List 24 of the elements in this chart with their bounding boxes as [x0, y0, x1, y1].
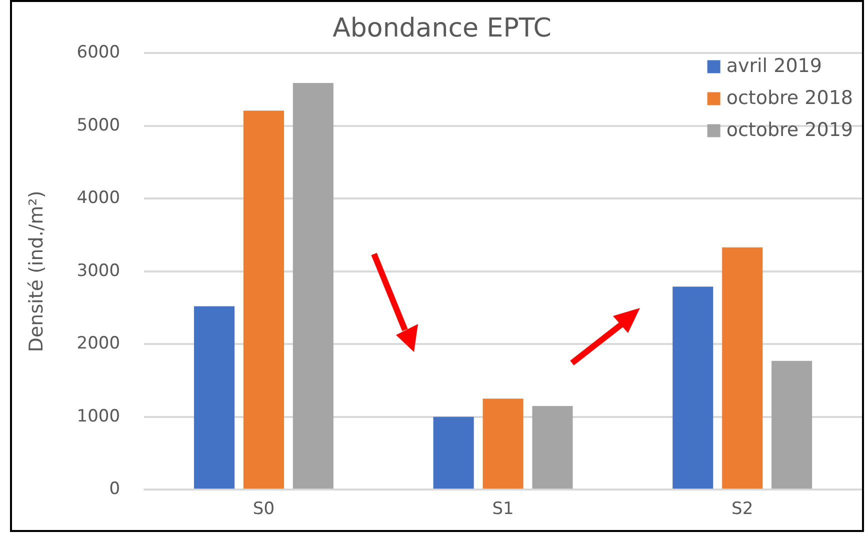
legend-label: avril 2019 — [726, 55, 822, 78]
bar — [772, 360, 812, 489]
x-tick-label: S2 — [732, 499, 754, 520]
y-tick-label: 4000 — [76, 188, 120, 208]
x-tick-label: S0 — [252, 499, 275, 520]
bar — [243, 110, 284, 489]
legend-label: octobre 2019 — [726, 119, 854, 142]
chart-title: Abondance EPTC — [332, 13, 552, 44]
bar — [532, 406, 573, 489]
bar — [672, 286, 714, 489]
y-axis-title: Densité (ind./m²) — [25, 190, 48, 352]
bar — [433, 416, 474, 489]
y-tick-label: 0 — [109, 479, 120, 500]
x-tick-label: S1 — [492, 499, 514, 520]
bar — [482, 398, 524, 489]
y-tick-label: 6000 — [76, 42, 120, 63]
y-tick-label: 5000 — [76, 115, 120, 136]
bar — [722, 247, 763, 489]
legend-label: octobre 2018 — [726, 87, 854, 110]
bar — [194, 306, 235, 489]
y-tick-label: 3000 — [76, 260, 120, 281]
y-tick-label: 2000 — [76, 334, 120, 354]
y-tick-label: 1000 — [76, 406, 120, 426]
bar — [292, 83, 334, 489]
